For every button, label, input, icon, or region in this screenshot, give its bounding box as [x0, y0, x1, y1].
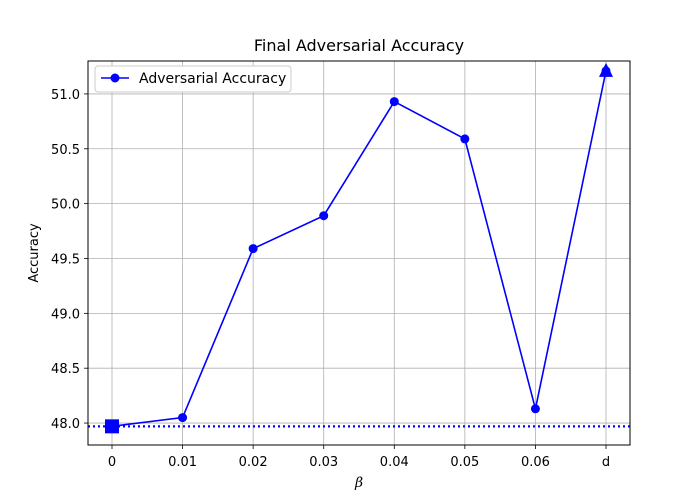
series-layer — [105, 62, 613, 434]
plot-area-frame — [87, 60, 631, 446]
y-tick-label: 50.5 — [51, 143, 80, 158]
series-line — [111, 70, 607, 428]
last-point-triangle-marker — [599, 62, 613, 77]
y-axis: 48.0 48.5 49.0 49.5 50.0 50.5 51.0 — [51, 88, 88, 432]
x-tick-label: 0.01 — [168, 455, 197, 470]
legend: Adversarial Accuracy — [94, 65, 292, 93]
y-tick-label: 49.0 — [51, 307, 80, 322]
x-axis: 0 0.01 0.02 0.03 0.04 0.05 0.06 d — [108, 445, 610, 470]
data-point — [530, 404, 540, 414]
data-point — [389, 97, 399, 107]
x-tick-label: 0.06 — [521, 455, 550, 470]
x-tick-label: 0.03 — [309, 455, 338, 470]
x-tick-label: 0.05 — [450, 455, 479, 470]
y-tick-label: 48.0 — [51, 417, 80, 432]
x-tick-label: 0 — [108, 455, 116, 470]
data-point — [178, 413, 188, 423]
chart-title: Final Adversarial Accuracy — [254, 36, 464, 55]
data-point — [319, 211, 329, 221]
x-tick-label: 0.04 — [380, 455, 409, 470]
data-point — [460, 134, 470, 144]
y-tick-label: 48.5 — [51, 362, 80, 377]
grid — [88, 61, 630, 445]
first-point-square-marker — [105, 419, 119, 434]
x-axis-label: β — [354, 475, 363, 491]
legend-box — [94, 65, 292, 93]
data-point — [248, 244, 258, 254]
x-tick-label: d — [602, 455, 610, 470]
legend-marker-sample — [110, 73, 120, 83]
y-tick-label: 51.0 — [51, 88, 80, 103]
legend-entry-label: Adversarial Accuracy — [139, 71, 286, 87]
y-tick-label: 50.0 — [51, 198, 80, 213]
y-axis-label: Accuracy — [27, 223, 42, 283]
x-tick-label: 0.02 — [239, 455, 268, 470]
y-tick-label: 49.5 — [51, 252, 80, 267]
